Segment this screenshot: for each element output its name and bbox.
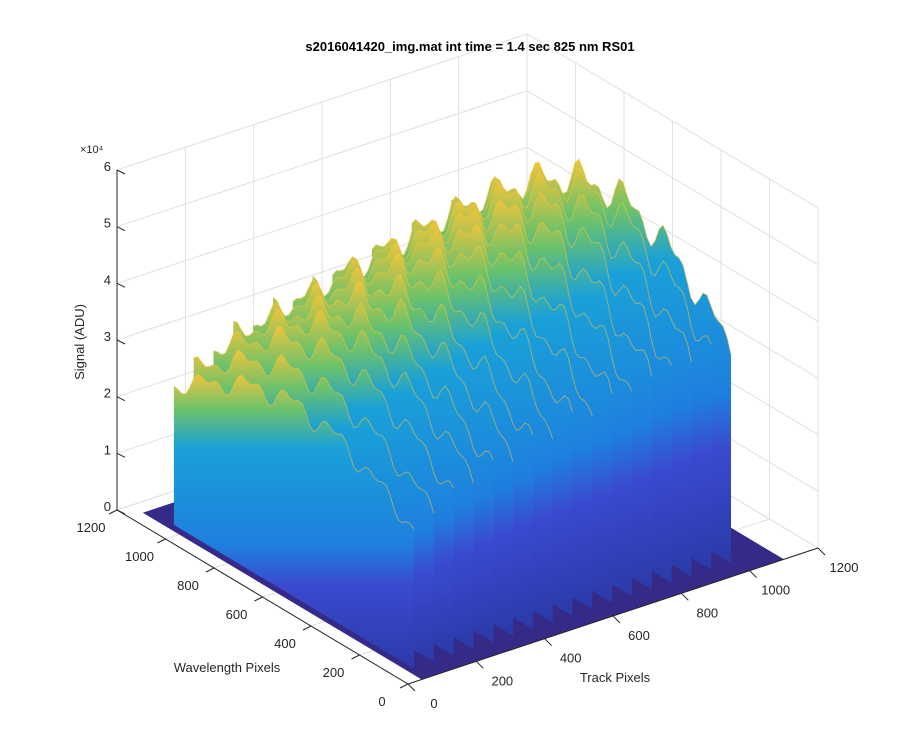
z-tick-mark [116,509,126,515]
fiber-crest [451,171,692,363]
fiber-crest [411,198,653,377]
x-tick-label: 1000 [761,583,790,598]
z-tick-label: 3 [104,329,111,344]
fiber-crest [371,221,613,394]
fiber-crest [391,209,633,392]
fiber-crest [292,266,534,436]
x-tick-label: 1200 [830,560,859,575]
z-tick-label: 4 [104,272,111,287]
z-tick-mark [116,282,126,288]
y-tick-label: 1200 [77,520,106,535]
x-tick-label: 400 [560,651,582,666]
x-tick-mark [407,683,416,692]
fiber-crest [173,373,415,530]
x-tick-label: 0 [430,696,437,711]
grid-line [116,33,819,209]
y-tick-label: 1000 [125,549,154,564]
chart-title: s2016041420_img.mat int time = 1.4 sec 8… [305,39,634,54]
fiber-crest [252,293,494,460]
y-tick-label: 200 [323,665,345,680]
z-tick-label: 5 [104,216,111,231]
fiber-crest [233,307,474,484]
fiber-crest [490,158,732,355]
y-tick-label: 400 [274,636,296,651]
grid-line [116,146,819,322]
fiber-crest [431,182,673,366]
y-tick-mark [254,596,263,602]
y-tick-mark [205,567,215,573]
axes-lines [108,169,826,692]
x-tick-mark [475,660,484,669]
z-tick-mark [116,226,126,232]
x-tick-mark [544,638,553,647]
fiber-crest [312,252,554,440]
x-axis-label: Track Pixels [580,670,651,685]
y-tick-label: 600 [226,607,248,622]
x-tick-mark [817,547,826,556]
y-tick-mark [399,683,409,689]
z-tick-label: 0 [104,499,111,514]
fiber-crest [332,241,573,413]
z-tick-mark [116,339,126,345]
x-tick-label: 800 [696,605,718,620]
x-tick-mark [612,615,621,624]
y-tick-mark [108,509,118,515]
x-tick-mark [680,592,689,601]
tick-labels: 0200400600800100012000200400600800100012… [77,159,859,711]
y-tick-mark [302,625,312,631]
fiber-crest [193,349,435,514]
y-axis-label: Wavelength Pixels [174,660,281,675]
fiber-crest [272,280,514,463]
z-tick-label: 6 [104,159,111,174]
y-tick-label: 800 [177,578,199,593]
fiber-crest [351,229,593,417]
z-tick-label: 1 [104,442,111,457]
y-tick-label: 0 [378,694,385,709]
fiber-crest [213,326,455,489]
x-tick-label: 200 [491,673,513,688]
z-tick-mark [116,452,126,458]
grid-line [116,90,819,266]
z-tick-mark [116,396,126,402]
x-tick-label: 600 [628,628,650,643]
z-exponent-label: ×10⁴ [80,144,104,156]
y-tick-mark [157,538,166,544]
z-tick-label: 2 [104,386,111,401]
surface-fibers [173,158,732,669]
x-tick-mark [749,570,758,579]
fiber-wall [173,374,414,669]
z-axis-label: Signal (ADU) [72,304,87,380]
z-tick-mark [116,169,126,175]
y-tick-mark [351,654,360,660]
